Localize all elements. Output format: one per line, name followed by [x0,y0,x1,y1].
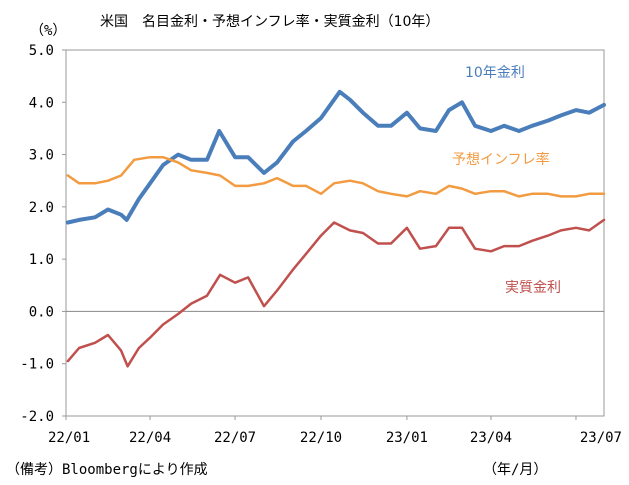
y-tick-label: -2.0 [20,409,54,425]
x-tick-label: 22/07 [214,430,256,446]
y-axis-unit: （%） [30,23,66,39]
chart-title: 米国 名目金利・予想インフレ率・実質金利（10年） [100,13,439,30]
x-tick-label: 22/04 [129,430,171,446]
y-tick-label: 0.0 [29,304,54,320]
x-tick-label: 23/04 [470,430,512,446]
series-layer [65,89,606,368]
series-label-inflation-expectation: 予想インフレ率 [452,151,550,168]
y-tick-label: 3.0 [29,148,54,164]
x-axis-unit: （年/月） [483,462,547,478]
y-tick-label: 4.0 [29,95,54,111]
series-line-real-rate [66,218,606,368]
y-axis: 5.0 4.0 3.0 2.0 1.0 0.0 -1.0 -2.0 [20,43,66,425]
source-note: （備考）Bloombergにより作成 [6,462,208,478]
x-axis: 22/01 22/04 22/07 22/10 23/01 23/04 23/07 [48,416,622,446]
series-label-real-rate: 実質金利 [505,280,561,296]
x-tick-label: 22/01 [48,430,90,446]
plot-area [65,49,605,417]
series-line-inflation-expectation [66,155,606,198]
x-tick-label: 22/10 [300,430,342,446]
series-label-nominal-rate: 10年金利 [465,65,525,81]
y-tick-label: 5.0 [29,43,54,59]
series-line-nominal-rate [65,89,606,225]
y-tick-label: 1.0 [29,252,54,268]
y-tick-label: 2.0 [29,200,54,216]
x-tick-label: 23/01 [386,430,428,446]
x-tick-label: 23/07 [580,430,622,446]
y-tick-label: -1.0 [20,357,54,373]
